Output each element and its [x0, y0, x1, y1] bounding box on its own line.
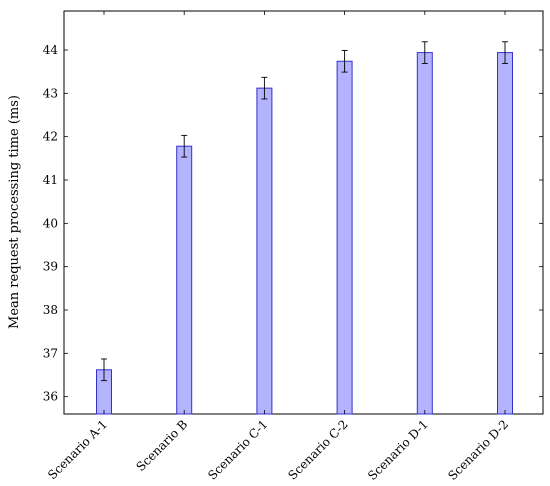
plot-frame: [63, 10, 544, 415]
y-tick-label: 42: [43, 130, 58, 144]
y-tick-label: 38: [43, 303, 58, 317]
x-tick-label: Scenario D-1: [365, 417, 431, 483]
y-tick-label: 36: [43, 390, 58, 404]
y-tick-label: 43: [43, 86, 58, 100]
bar-scenario-b: [176, 145, 193, 415]
y-tick-label: 39: [43, 260, 58, 274]
y-tick-label: 40: [43, 216, 58, 230]
x-tick-label: Scenario C-1: [205, 417, 270, 482]
bar-scenario-c-1: [256, 87, 273, 415]
x-tick-label: Scenario C-2: [285, 417, 350, 482]
bar-scenario-d-1: [416, 52, 433, 415]
y-axis-label: Mean request processing time (ms): [7, 95, 22, 329]
y-tick-label: 44: [43, 43, 59, 57]
x-axis: Scenario A-1 Scenario B Scenario C-1 Scenar…: [45, 11, 511, 483]
x-tick-label: Scenario D-2: [445, 417, 511, 483]
error-bars-layer: [101, 41, 508, 382]
bar-scenario-d-2: [497, 52, 513, 415]
y-axis: 36 37 38 39 40 41 42 43 44: [43, 43, 543, 404]
bars-layer: [96, 52, 513, 415]
x-tick-label: Scenario A-1: [45, 417, 110, 482]
bar-scenario-c-2: [336, 60, 353, 415]
x-tick-label: Scenario B: [133, 417, 190, 474]
y-tick-label: 37: [43, 346, 58, 360]
y-tick-label: 41: [43, 173, 58, 187]
